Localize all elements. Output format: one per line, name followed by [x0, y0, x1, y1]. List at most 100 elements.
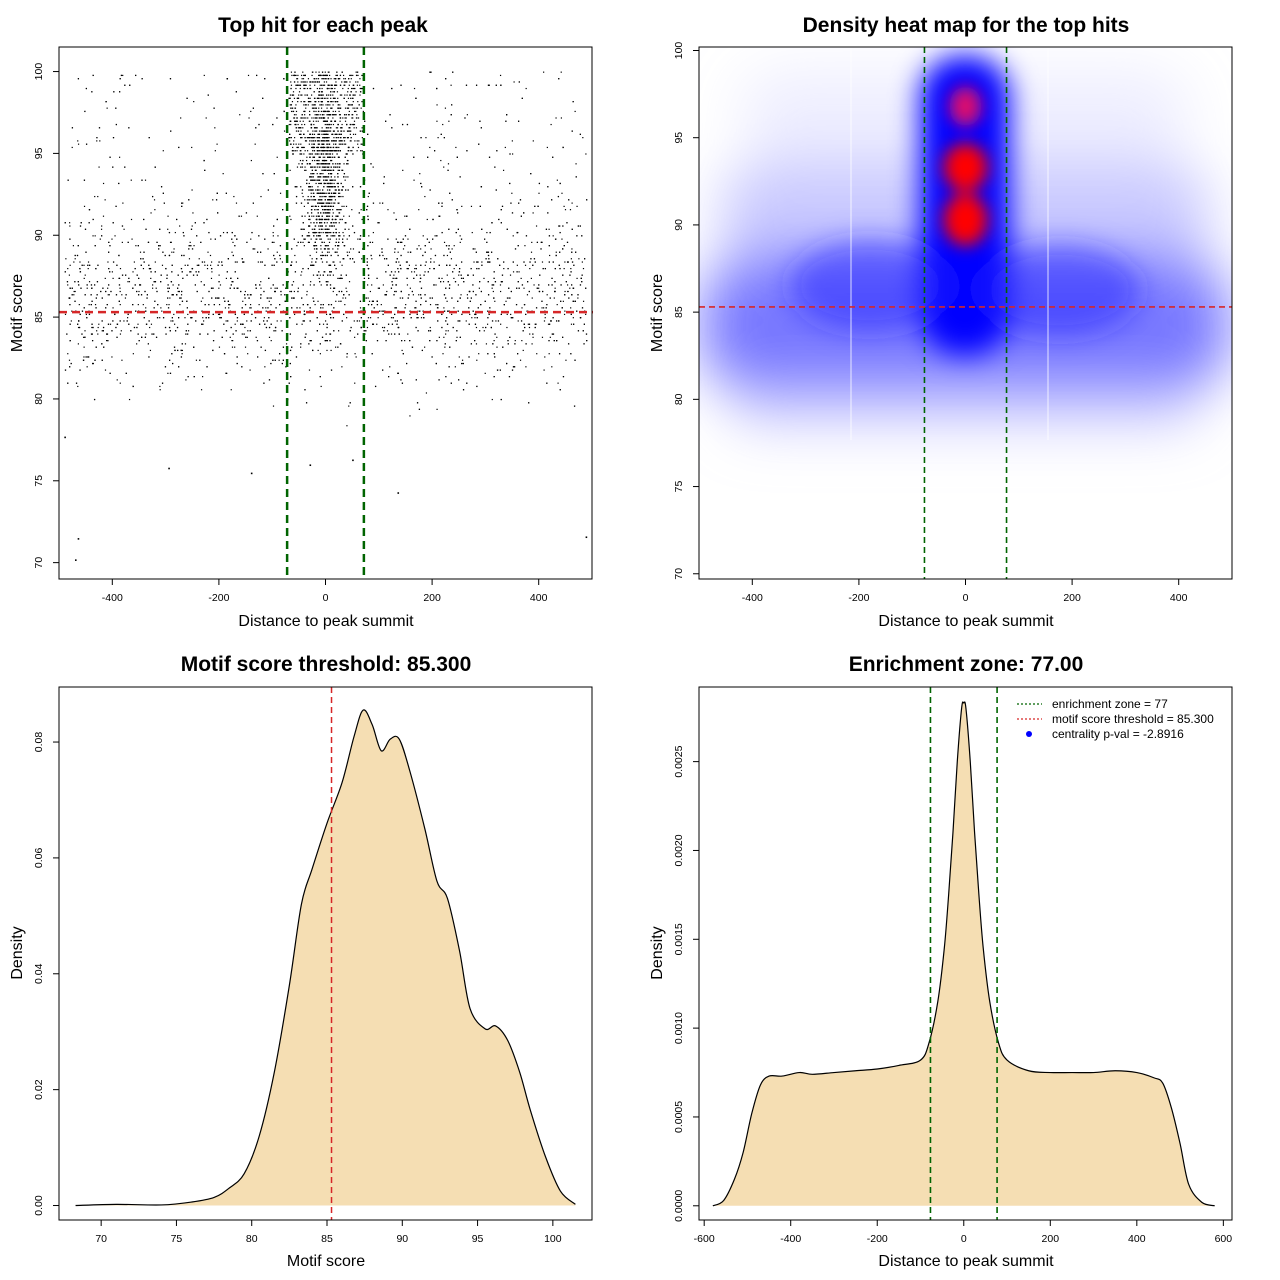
scatter-point	[314, 84, 316, 86]
scatter-point	[408, 294, 410, 296]
scatter-point	[304, 169, 306, 171]
scatter-point	[256, 215, 258, 217]
scatter-point	[308, 225, 310, 227]
scatter-point	[330, 349, 332, 352]
scatter-point	[305, 104, 307, 106]
scatter-point	[351, 123, 353, 126]
scatter-point	[279, 353, 281, 355]
scatter-point	[324, 245, 327, 247]
scatter-point	[316, 317, 318, 319]
scatter-point	[183, 235, 185, 237]
scatter-point	[320, 182, 322, 185]
scatter-point	[235, 202, 238, 204]
scatter-point	[153, 333, 155, 335]
scatter-point	[460, 294, 462, 296]
scatter-point	[326, 222, 328, 224]
scatter-point	[249, 330, 251, 332]
scatter-point	[503, 303, 505, 306]
scatter-point	[306, 163, 308, 165]
scatter-point	[245, 212, 248, 214]
scatter-point	[319, 281, 321, 283]
scatter-point	[329, 284, 332, 286]
scatter-point	[168, 326, 171, 329]
scatter-point	[311, 228, 313, 230]
scatter-point	[404, 307, 406, 309]
scatter-point	[322, 303, 324, 306]
scatter-point	[86, 366, 88, 368]
scatter-point	[579, 133, 581, 135]
scatter-point	[236, 287, 238, 289]
scatter-point	[331, 218, 333, 221]
scatter-point	[327, 228, 329, 230]
scatter-point	[302, 159, 304, 162]
scatter-point	[146, 297, 148, 299]
scatter-point	[380, 303, 382, 306]
scatter-point	[324, 146, 326, 149]
scatter-point	[445, 78, 447, 80]
scatter-point	[500, 281, 503, 283]
scatter-point	[570, 313, 572, 316]
scatter-point	[347, 163, 349, 165]
scatter-point	[376, 300, 378, 302]
scatter-point	[474, 323, 477, 325]
scatter-point	[258, 235, 260, 237]
scatter-point	[276, 218, 278, 221]
scatter-point	[252, 248, 254, 250]
scatter-point	[218, 261, 220, 263]
scatter-point	[312, 349, 314, 352]
scatter-point	[252, 202, 254, 204]
scatter-point	[281, 261, 284, 263]
scatter-point	[79, 369, 81, 371]
scatter-point	[510, 202, 512, 204]
scatter-point	[386, 290, 388, 293]
scatter-point	[310, 212, 313, 214]
scatter-point	[560, 71, 562, 73]
scatter-point	[316, 146, 318, 149]
scatter-point	[379, 254, 381, 257]
scatter-point	[304, 94, 306, 96]
scatter-point	[88, 222, 90, 224]
scatter-point	[208, 231, 210, 234]
scatter-point	[98, 166, 100, 168]
scatter-point	[273, 225, 275, 227]
scatter-point	[289, 169, 291, 171]
scatter-point	[407, 267, 409, 270]
scatter-point	[148, 356, 150, 358]
scatter-point	[328, 192, 330, 194]
scatter-point	[367, 317, 370, 319]
scatter-point	[165, 267, 167, 270]
scatter-point	[202, 323, 204, 325]
scatter-point	[324, 166, 326, 168]
scatter-point	[443, 166, 445, 168]
scatter-point	[401, 340, 403, 342]
scatter-point	[300, 186, 302, 188]
scatter-point	[311, 104, 313, 106]
scatter-point	[452, 71, 454, 73]
scatter-point	[322, 212, 325, 214]
scatter-point	[452, 326, 454, 329]
scatter-point	[331, 215, 334, 217]
scatter-point	[273, 264, 275, 266]
scatter-point	[333, 166, 335, 168]
scatter-point	[303, 123, 306, 126]
scatter-point	[398, 271, 400, 273]
scatter-point	[335, 143, 337, 145]
scatter-point	[282, 346, 285, 348]
scatter-point	[85, 313, 87, 316]
scatter-point	[340, 300, 342, 302]
scatter-point	[122, 202, 124, 204]
scatter-point	[343, 176, 345, 178]
scatter-point	[317, 150, 319, 152]
scatter-point	[337, 176, 339, 178]
scatter-point	[365, 340, 367, 342]
scatter-point	[289, 362, 291, 365]
scatter-point	[312, 71, 314, 73]
scatter-point	[511, 140, 513, 142]
scatter-point	[343, 215, 345, 217]
scatter-point	[136, 343, 138, 345]
scatter-point	[429, 340, 431, 342]
scatter-point	[437, 137, 439, 139]
scatter-point	[445, 320, 447, 322]
scatter-point	[312, 130, 314, 132]
scatter-point	[77, 140, 79, 142]
